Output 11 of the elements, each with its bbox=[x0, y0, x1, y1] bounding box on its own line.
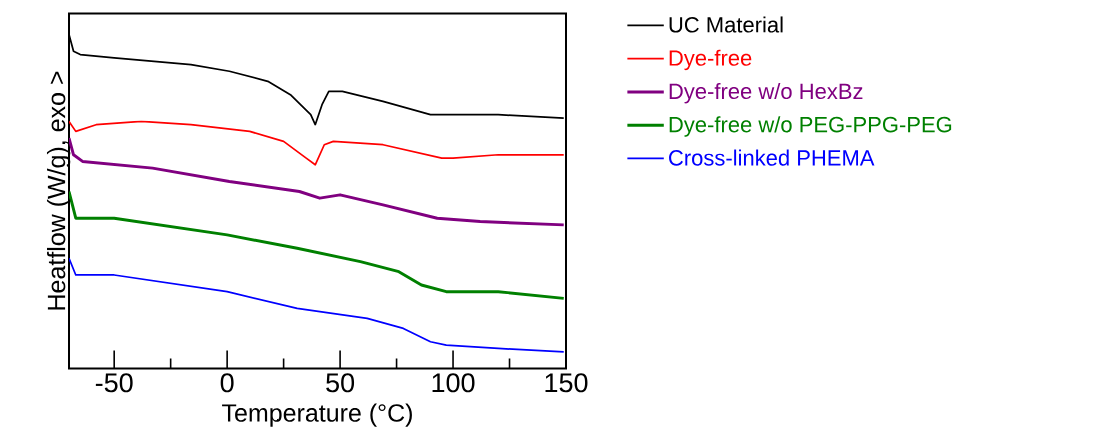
x-axis-title: Temperature (°C) bbox=[222, 403, 412, 427]
x-tick-label: 0 bbox=[220, 373, 234, 393]
legend-label: Dye-free w/o HexBz bbox=[669, 82, 863, 104]
x-tick-label: 100 bbox=[432, 373, 475, 393]
x-tick-label: -50 bbox=[95, 373, 133, 393]
legend-label: Dye-free w/o PEG-PPG-PEG bbox=[669, 116, 952, 137]
legend-label: Dye-free bbox=[669, 49, 752, 71]
legend-label: UC Material bbox=[669, 16, 783, 33]
legend-label: Cross-linked PHEMA bbox=[669, 149, 875, 166]
x-tick-label: 150 bbox=[545, 373, 588, 393]
x-tick-label: 50 bbox=[326, 373, 355, 393]
